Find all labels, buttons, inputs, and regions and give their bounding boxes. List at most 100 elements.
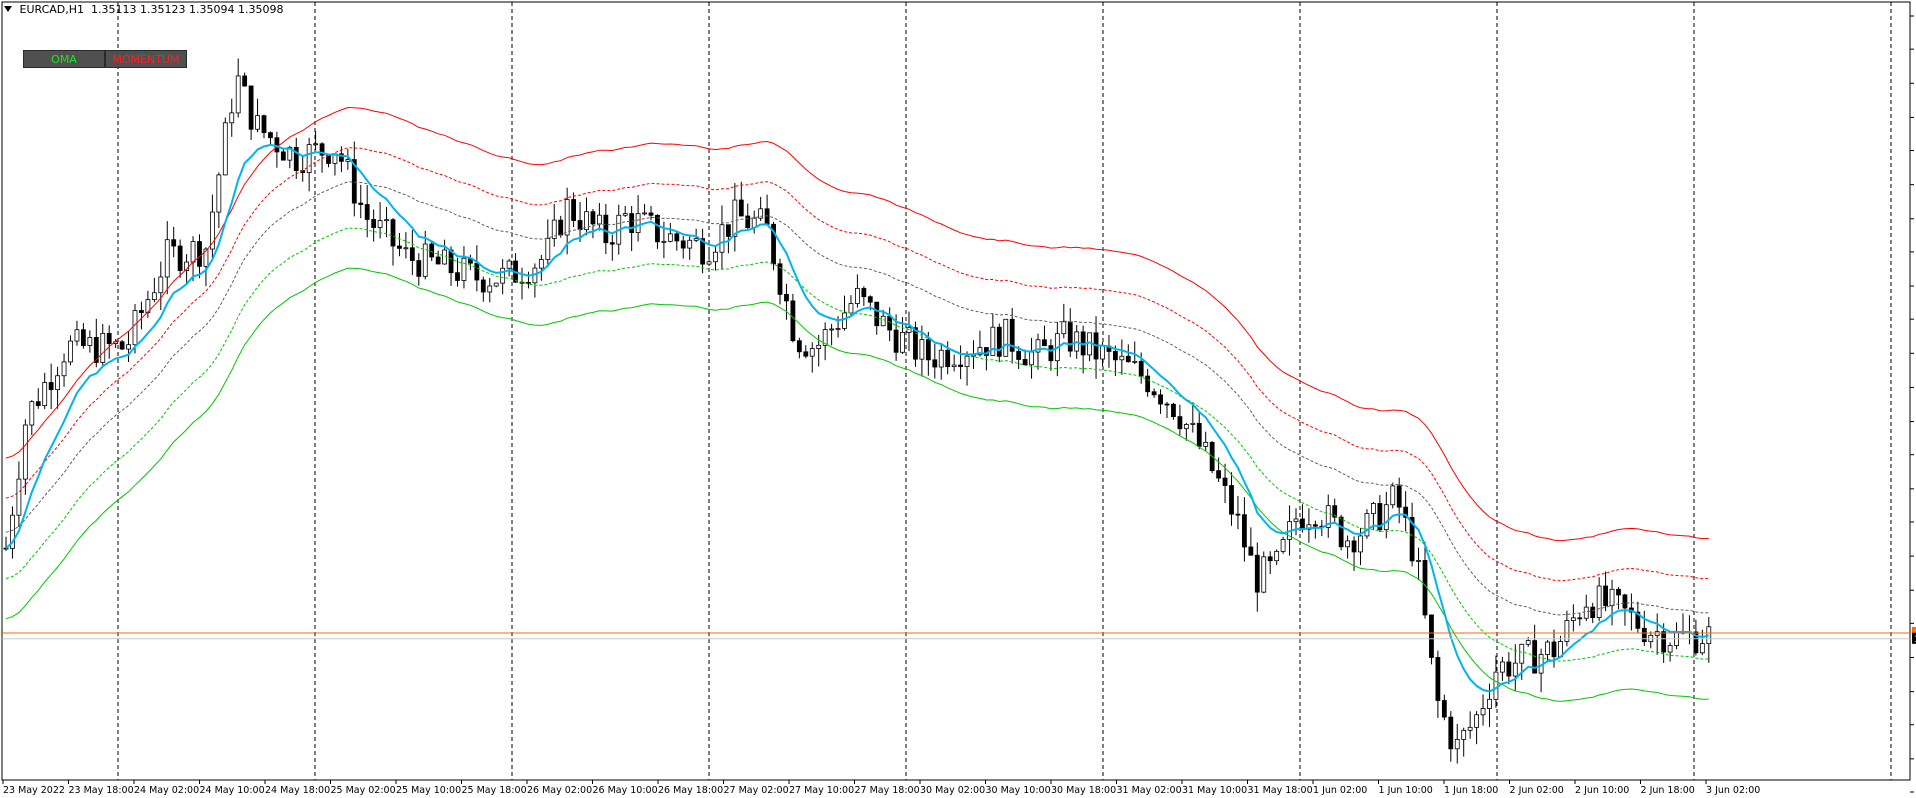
current-price-tag [1912,632,1916,644]
candle-body [171,239,177,247]
candle-body [364,204,370,220]
candle-body [377,220,383,228]
time-tick-label: 24 May 18:00 [265,785,330,796]
candle-body [1448,716,1454,750]
candle-body [500,267,506,284]
candle-body [1203,441,1209,447]
candle-body [1409,517,1415,562]
candle-body [713,251,718,263]
candle-body [577,220,583,231]
candle-body [777,263,783,295]
candle-body [1145,375,1151,393]
candle-body [106,332,112,344]
candle-body [803,351,809,357]
oma-button[interactable]: OMA [23,50,105,68]
candle-body [235,75,241,114]
candle-body [867,296,873,303]
candle-body [487,285,493,293]
candle-body [1113,351,1118,361]
quote-label: 1.35113 1.35123 1.35094 1.35098 [91,3,284,16]
candle-body [1196,422,1202,447]
plot-frame [1,1,1911,781]
candle-body [1067,321,1073,352]
candle-body [822,329,828,346]
time-tick-label: 23 May 18:00 [69,785,134,796]
candle-body [293,146,299,172]
candle-body [1603,585,1608,607]
candle-body [1545,641,1550,655]
candle-body [248,85,254,130]
candle-body [164,239,170,278]
candle-body [1583,606,1589,619]
candle-body [1616,588,1621,596]
candle-body [687,239,693,249]
candle-body [771,223,776,265]
candle-body [1390,485,1396,506]
candle-body [622,213,628,216]
candle-body [1396,485,1402,508]
candle-body [1590,606,1596,619]
candle-body [938,349,944,368]
candle-body [635,213,641,233]
candle-body [1242,514,1247,548]
candle-body [784,293,789,302]
collapse-triangle-icon[interactable] [4,6,12,12]
candle-body [558,219,564,236]
candle-body [1532,640,1538,674]
time-tick-label: 23 May 2022 [3,785,65,796]
candle-body [1222,477,1228,486]
candle-body [880,315,886,327]
candle-body [177,245,183,271]
candle-body [584,211,589,231]
candle-body [1009,318,1015,352]
candle-body [603,214,609,244]
candle-body [474,262,480,281]
time-tick-label: 27 May 18:00 [855,785,920,796]
time-tick-label: 2 Jun 18:00 [1641,785,1695,796]
candle-body [642,212,647,215]
symbol-header: EURCAD,H1 1.35113 1.35123 1.35094 1.3509… [4,3,284,16]
candle-body [1280,539,1286,552]
candle-body [10,514,15,549]
momentum-button[interactable]: MOMENTUM [105,50,187,68]
candle-body [1454,739,1460,750]
candle-body [1383,504,1389,531]
time-tick-label: 24 May 02:00 [134,785,199,796]
candle-body [216,174,222,213]
candle-body [790,300,796,342]
candle-body [1267,556,1273,562]
candle-body [629,213,635,233]
candle-body [996,326,1002,357]
candle-body [545,238,551,260]
candle-body [35,401,41,407]
upper-band-line [5,106,1709,542]
time-tick-label: 26 May 18:00 [658,785,723,796]
candle-body [422,243,428,277]
time-tick-label: 1 Jun 10:00 [1379,785,1433,796]
candle-body [945,349,951,368]
candle-body [861,287,867,298]
candle-body [958,364,963,367]
candle-body [1016,350,1022,360]
time-tick-label: 31 May 18:00 [1248,785,1313,796]
candle-body [674,233,680,242]
candle-body [506,260,512,269]
candle-body [22,424,28,480]
candle-body [1042,339,1047,347]
candle-body [1435,657,1441,701]
time-tick-label: 25 May 18:00 [462,785,527,796]
candle-body [538,259,544,269]
candle-body [648,212,654,216]
candle-body [61,361,67,377]
candle-body [1635,611,1641,629]
candle-body [796,340,802,353]
candle-body [693,238,699,241]
candle-body [764,208,770,225]
candle-body [571,199,576,221]
candle-body [338,153,344,162]
candle-body [1699,643,1705,654]
candle-body [1274,550,1280,562]
candle-body [1441,700,1447,718]
